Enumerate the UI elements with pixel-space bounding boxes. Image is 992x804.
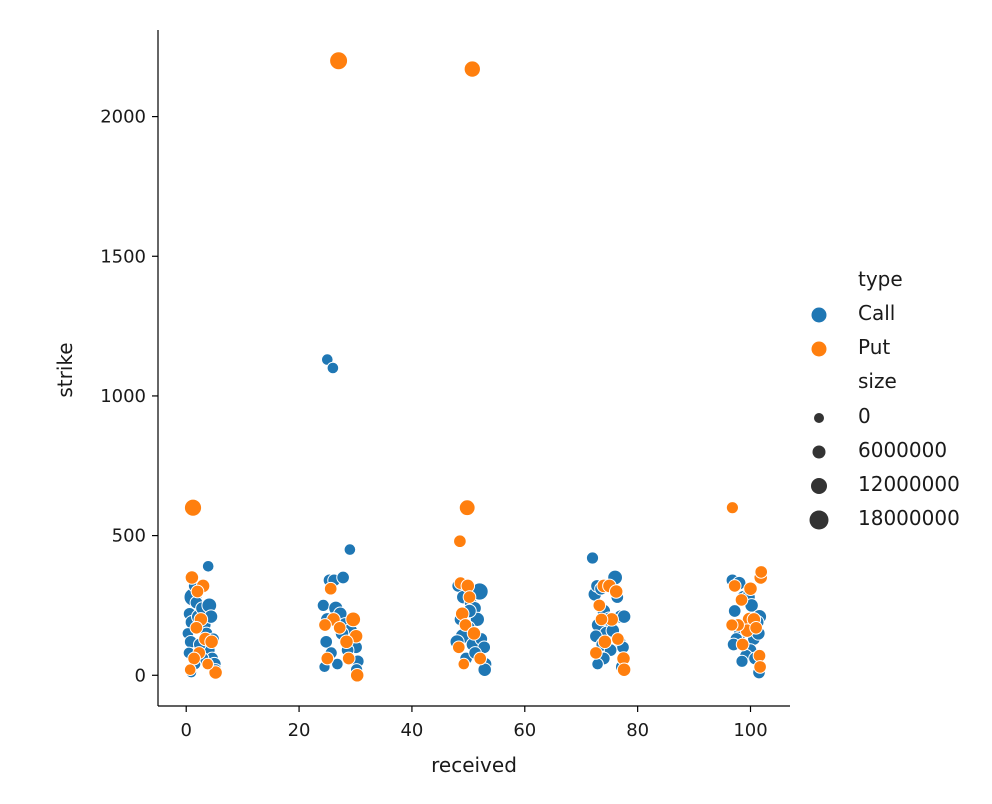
point-put-40 — [608, 584, 624, 599]
point-put-32 — [458, 618, 473, 632]
axes: 0 20 40 60 80 100 0 500 1000 1500 2000 received s… — [53, 30, 790, 777]
point-put-12 — [204, 634, 219, 650]
y-tick-label-1: 500 — [112, 526, 146, 547]
legend: type Call Put size 0 6000000 12000000 18… — [809, 267, 960, 530]
point-put-48 — [727, 579, 742, 593]
point-call-40 — [319, 634, 334, 649]
point-put-49 — [734, 593, 749, 607]
x-tick-label-5: 100 — [733, 720, 767, 741]
point-put-20 — [345, 611, 362, 628]
point-put-23 — [339, 634, 354, 650]
point-put-22 — [332, 620, 347, 635]
legend-marker-put — [811, 341, 827, 357]
x-ticks: 0 20 40 60 80 100 — [180, 706, 768, 741]
point-put-15 — [208, 665, 223, 680]
x-tick-label-4: 80 — [626, 720, 649, 741]
point-put-33 — [466, 626, 482, 641]
legend-size-label-2: 12000000 — [858, 472, 960, 496]
point-call-30 — [336, 570, 350, 585]
x-tick-label-0: 0 — [180, 720, 191, 741]
point-put-61 — [725, 618, 739, 632]
legend-size-marker-0 — [814, 413, 824, 423]
point-put-30 — [462, 590, 477, 604]
legend-size-marker-2 — [811, 478, 827, 494]
point-call-84 — [591, 657, 604, 671]
point-put-51 — [743, 581, 758, 596]
x-tick-label-1: 20 — [288, 720, 311, 741]
legend-size-label-0: 0 — [858, 404, 871, 428]
point-put-46 — [616, 662, 632, 677]
y-ticks: 0 500 1000 1500 2000 — [100, 107, 158, 686]
point-put-53 — [754, 565, 769, 579]
point-put-0 — [329, 51, 349, 71]
x-tick-label-3: 60 — [513, 720, 536, 741]
point-put-17 — [183, 663, 197, 677]
point-call-42 — [331, 657, 344, 671]
legend-hue-title: type — [858, 267, 903, 291]
point-put-1 — [463, 60, 481, 78]
legend-size-title: size — [858, 369, 897, 393]
point-put-4 — [453, 534, 467, 549]
point-call-25 — [326, 361, 340, 375]
point-put-18 — [323, 581, 338, 596]
legend-label-call: Call — [858, 301, 895, 325]
legend-size-marker-1 — [812, 445, 826, 459]
point-put-35 — [473, 651, 488, 666]
point-put-43 — [594, 612, 609, 627]
point-put-25 — [320, 651, 335, 666]
legend-size-label-3: 18000000 — [858, 506, 960, 530]
point-put-8 — [190, 584, 205, 599]
x-axis-label: received — [431, 753, 517, 777]
point-put-59 — [753, 660, 767, 674]
point-put-47 — [589, 646, 603, 660]
point-call-86 — [727, 604, 742, 618]
point-call-26 — [343, 543, 357, 556]
point-put-34 — [451, 640, 466, 655]
y-axis-label: strike — [53, 342, 77, 397]
legend-size-label-1: 6000000 — [858, 438, 947, 462]
point-call-71 — [616, 609, 632, 624]
point-call-100 — [735, 654, 749, 668]
point-call-27 — [316, 598, 330, 612]
point-put-5 — [725, 501, 739, 515]
point-put-14 — [187, 651, 201, 666]
legend-label-put: Put — [858, 335, 890, 359]
point-put-2 — [183, 498, 203, 517]
point-put-27 — [318, 618, 332, 632]
points-layer — [181, 51, 769, 683]
legend-size-marker-3 — [809, 510, 829, 530]
point-put-57 — [749, 620, 763, 635]
point-put-6 — [184, 570, 200, 585]
point-put-10 — [189, 620, 204, 635]
point-put-24 — [349, 668, 365, 683]
point-put-36 — [457, 657, 471, 671]
y-tick-label-0: 0 — [135, 665, 146, 686]
point-put-37 — [592, 598, 607, 613]
point-put-26 — [341, 651, 356, 666]
point-put-56 — [735, 637, 750, 652]
point-put-3 — [458, 499, 476, 517]
point-put-42 — [597, 634, 613, 650]
y-tick-label-3: 1500 — [100, 246, 146, 267]
point-call-12 — [201, 560, 215, 573]
y-tick-label-2: 1000 — [100, 386, 146, 407]
point-put-16 — [201, 657, 214, 671]
y-tick-label-4: 2000 — [100, 107, 146, 128]
point-put-44 — [611, 632, 625, 646]
legend-marker-call — [811, 307, 827, 323]
point-call-64 — [585, 551, 600, 565]
x-tick-label-2: 40 — [400, 720, 423, 741]
